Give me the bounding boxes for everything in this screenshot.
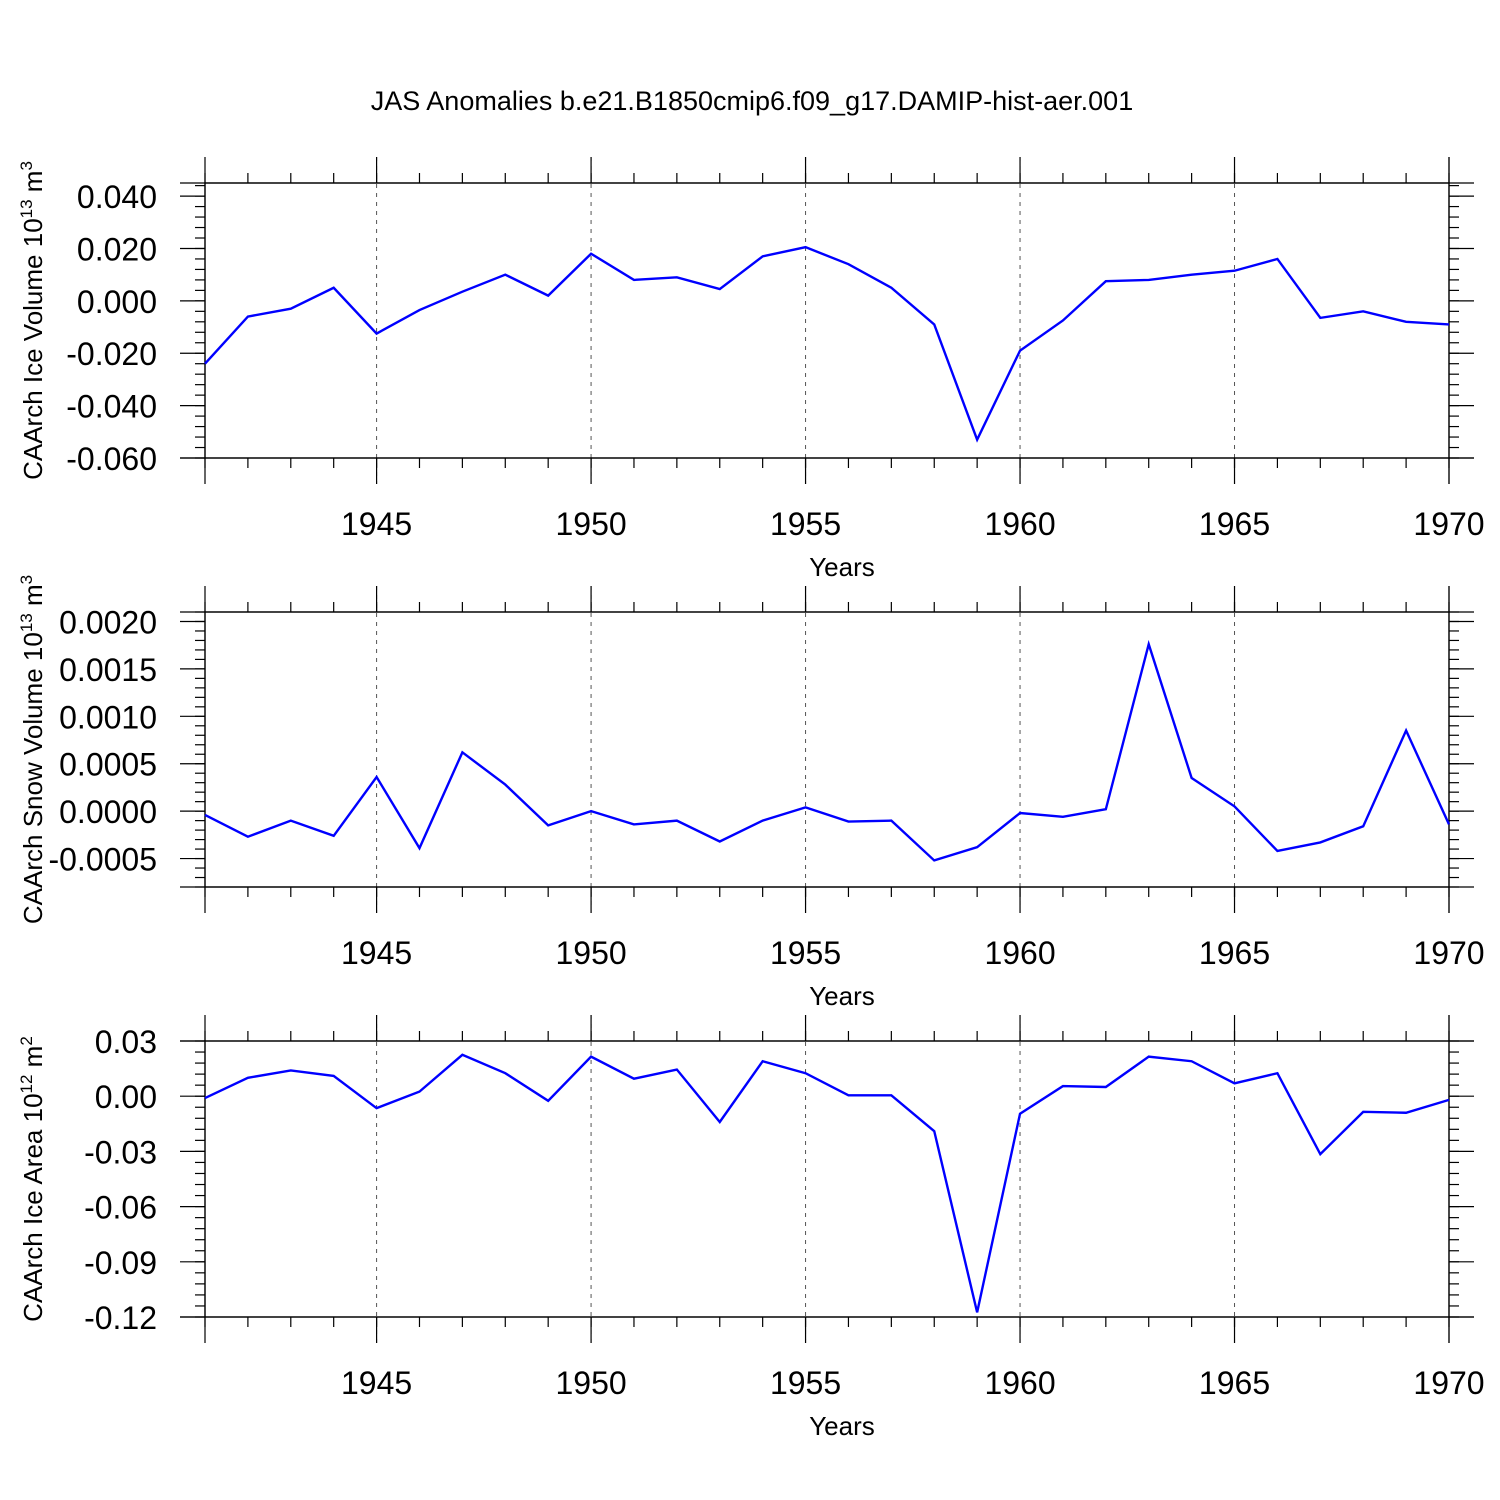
x-tick-label: 1945 — [341, 506, 412, 542]
y-axis-title-exponent: 13 — [17, 613, 36, 632]
y-axis-title-unit-exponent: 2 — [17, 1036, 36, 1045]
chart-title: JAS Anomalies b.e21.B1850cmip6.f09_g17.D… — [371, 86, 1133, 116]
x-axis-title: Years — [809, 552, 875, 582]
y-axis-title: CAArch Ice Volume 1013 m3 — [17, 161, 48, 480]
x-tick-label: 1960 — [984, 935, 1055, 971]
y-tick-label: -0.060 — [66, 441, 157, 477]
series-line — [204, 245, 1450, 443]
x-tick-label: 1950 — [555, 935, 626, 971]
y-axis-title-unit: m — [18, 584, 48, 613]
x-axis-title: Years — [809, 981, 875, 1011]
x-tick-label: 1965 — [1199, 506, 1270, 542]
y-tick-label: -0.09 — [84, 1245, 157, 1281]
x-tick-label: 1955 — [770, 1365, 841, 1401]
x-tick-label: 1955 — [770, 506, 841, 542]
x-tick-label: 1955 — [770, 935, 841, 971]
y-axis-title-unit-exponent: 3 — [17, 161, 36, 170]
x-tick-label: 1945 — [341, 935, 412, 971]
panel-2: 1945 1950 1955 1960 1965 1970 Years -0.0005 0.00… — [17, 575, 1485, 1011]
x-tick-label: 1950 — [555, 1365, 626, 1401]
x-tick-label: 1970 — [1413, 506, 1484, 542]
y-tick-label: -0.020 — [66, 336, 157, 372]
plot-frame — [204, 611, 1450, 888]
x-tick-label: 1945 — [341, 1365, 412, 1401]
y-axis-title: CAArch Ice Area 1012 m2 — [17, 1036, 48, 1322]
y-tick-label: 0.03 — [95, 1024, 157, 1060]
y-tick-label: 0.020 — [77, 231, 157, 267]
x-tick-label: 1970 — [1413, 1365, 1484, 1401]
x-tick-label: 1970 — [1413, 935, 1484, 971]
y-axis-title-text: CAArch Ice Area 10 — [18, 1093, 48, 1321]
series-line — [204, 639, 1451, 862]
plot-frame — [204, 182, 1450, 459]
y-axis-title-unit: m — [18, 171, 48, 200]
series-line — [204, 1053, 1450, 1313]
plot-frame — [204, 1040, 1450, 1318]
y-tick-label: 0.000 — [77, 284, 157, 320]
y-axis-title-unit: m — [18, 1046, 48, 1075]
y-tick-label: 0.040 — [77, 179, 157, 215]
x-tick-label: 1960 — [984, 1365, 1055, 1401]
y-axis-title-exponent: 12 — [17, 1075, 36, 1094]
y-tick-label: -0.06 — [84, 1190, 157, 1226]
y-tick-label: -0.040 — [66, 389, 157, 425]
y-tick-label: -0.12 — [84, 1300, 157, 1336]
y-tick-label: 0.0015 — [59, 652, 157, 688]
y-axis-title-unit-exponent: 3 — [17, 575, 36, 584]
x-tick-label: 1965 — [1199, 935, 1270, 971]
y-tick-label: 0.0005 — [59, 747, 157, 783]
x-tick-label: 1950 — [555, 506, 626, 542]
y-tick-label: 0.0020 — [59, 604, 157, 640]
panel-3: 1945 1950 1955 1960 1965 1970 Years -0.12 -0.09 -… — [17, 1015, 1485, 1441]
y-axis-title: CAArch Snow Volume 1013 m3 — [17, 575, 48, 924]
x-tick-label: 1960 — [984, 506, 1055, 542]
y-tick-label: 0.00 — [95, 1079, 157, 1115]
y-tick-label: 0.0000 — [59, 794, 157, 830]
y-axis-title-text: CAArch Ice Volume 10 — [18, 218, 48, 480]
y-tick-label: -0.03 — [84, 1134, 157, 1170]
x-axis-title: Years — [809, 1411, 875, 1441]
y-tick-label: 0.0010 — [59, 699, 157, 735]
x-tick-label: 1965 — [1199, 1365, 1270, 1401]
y-tick-label: -0.0005 — [48, 842, 157, 878]
y-axis-title-text: CAArch Snow Volume 10 — [18, 632, 48, 924]
y-axis-title-exponent: 13 — [17, 199, 36, 218]
panel-1: 1945 1950 1955 1960 1965 1970 Years -0.060 -0.04… — [17, 157, 1485, 582]
